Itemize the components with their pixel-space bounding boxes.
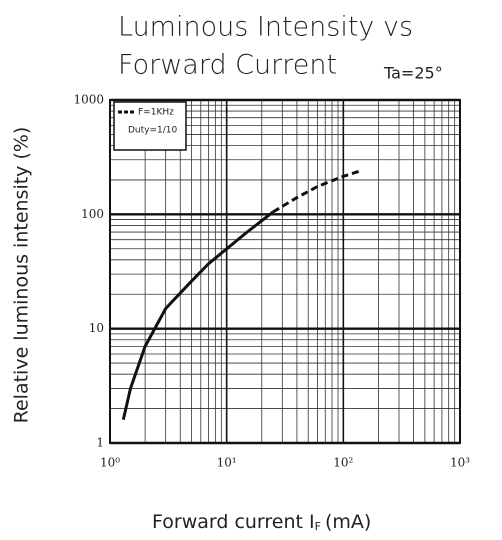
x-axis-label-unit: (mA)	[325, 511, 371, 533]
x-tick-label: 10³	[450, 456, 470, 470]
x-tick-label: 10²	[333, 456, 353, 470]
y-tick-label: 1000	[73, 93, 104, 107]
legend-box	[113, 101, 187, 151]
y-axis-label: Relative luminous intensity (%)	[11, 127, 33, 424]
series-line	[121, 210, 275, 421]
x-axis-label: Forward current IF (mA)	[152, 511, 371, 534]
plot-frame	[109, 99, 461, 444]
annotation: Ta=25°	[383, 64, 443, 83]
legend-note: Duty=1/10	[128, 126, 178, 136]
y-tick-label: 1	[96, 436, 104, 450]
x-axis-label-text: Forward current I	[152, 511, 315, 533]
y-tick-label: 100	[81, 207, 104, 221]
series-line	[272, 169, 361, 214]
x-tick-label: 10⁰	[100, 456, 120, 470]
x-tick-label: 10¹	[217, 456, 237, 470]
y-tick-label: 10	[89, 321, 104, 335]
legend-label: F=1KHz	[138, 108, 174, 118]
x-axis-label-sub: F	[315, 520, 321, 533]
chart-title: Luminous Intensity vs	[118, 12, 413, 43]
chart-title: Forward Current	[118, 50, 337, 81]
